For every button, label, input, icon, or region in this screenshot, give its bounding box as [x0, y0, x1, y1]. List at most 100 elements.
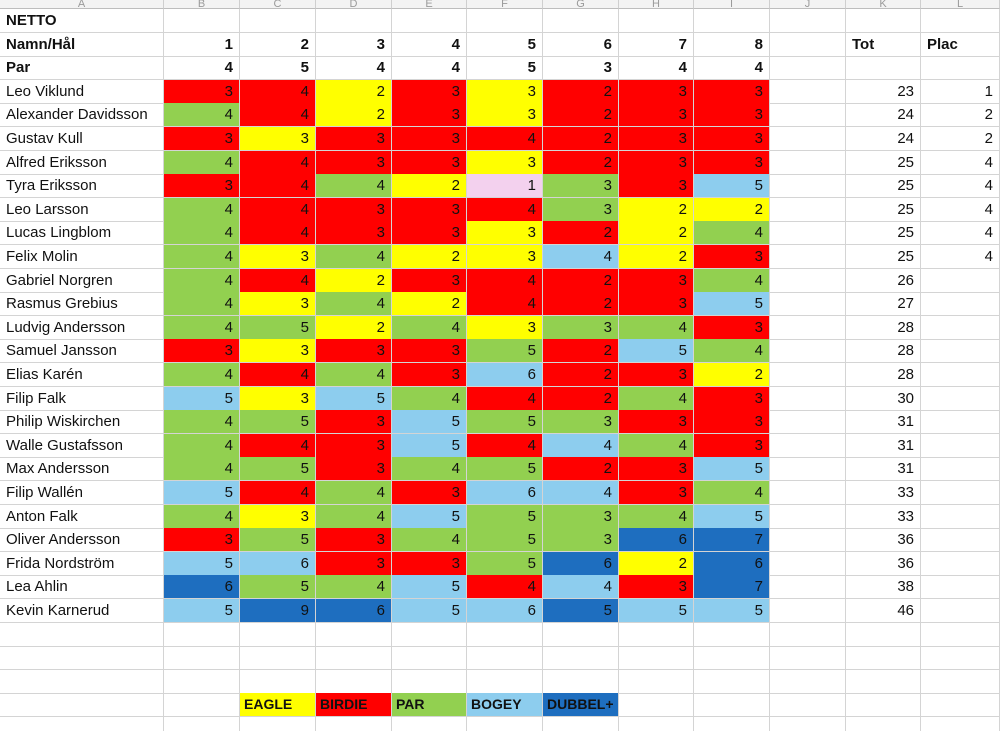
- placement-cell[interactable]: [921, 504, 1000, 529]
- score-cell[interactable]: 4: [240, 481, 316, 506]
- score-cell[interactable]: 4: [316, 292, 392, 317]
- empty-cell[interactable]: [467, 669, 543, 694]
- score-cell[interactable]: 4: [694, 268, 770, 293]
- placement-cell[interactable]: [921, 481, 1000, 506]
- score-cell[interactable]: 4: [392, 528, 467, 553]
- score-cell[interactable]: 2: [543, 386, 619, 411]
- score-cell[interactable]: 4: [240, 268, 316, 293]
- empty-cell[interactable]: [164, 622, 240, 647]
- score-cell[interactable]: 2: [392, 292, 467, 317]
- score-cell[interactable]: 2: [316, 103, 392, 128]
- score-cell[interactable]: 4: [467, 433, 543, 458]
- empty-cell[interactable]: [392, 622, 467, 647]
- total-cell[interactable]: 28: [846, 315, 921, 340]
- empty-cell[interactable]: [0, 669, 164, 694]
- score-cell[interactable]: 4: [240, 79, 316, 104]
- empty-cell[interactable]: [770, 575, 846, 600]
- score-cell[interactable]: 3: [543, 174, 619, 199]
- empty-cell[interactable]: [770, 339, 846, 364]
- score-cell[interactable]: 4: [164, 197, 240, 222]
- par-value-cell[interactable]: 4: [619, 56, 694, 81]
- score-cell[interactable]: 9: [240, 599, 316, 624]
- column-header-h[interactable]: H: [619, 0, 694, 9]
- column-header-b[interactable]: B: [164, 0, 240, 9]
- empty-cell[interactable]: [694, 669, 770, 694]
- score-cell[interactable]: 2: [316, 79, 392, 104]
- score-cell[interactable]: 3: [467, 315, 543, 340]
- header-label[interactable]: Namn/Hål: [0, 32, 164, 57]
- score-cell[interactable]: 3: [694, 433, 770, 458]
- score-cell[interactable]: 3: [619, 268, 694, 293]
- score-cell[interactable]: 2: [619, 197, 694, 222]
- score-cell[interactable]: 4: [694, 481, 770, 506]
- score-cell[interactable]: 6: [543, 551, 619, 576]
- placement-cell[interactable]: [921, 315, 1000, 340]
- player-name[interactable]: Filip Wallén: [0, 481, 164, 506]
- placement-cell[interactable]: [921, 386, 1000, 411]
- player-name[interactable]: Walle Gustafsson: [0, 433, 164, 458]
- score-cell[interactable]: 5: [619, 339, 694, 364]
- placement-cell[interactable]: 4: [921, 245, 1000, 270]
- score-cell[interactable]: 4: [240, 221, 316, 246]
- empty-cell[interactable]: [467, 717, 543, 731]
- score-cell[interactable]: 6: [240, 551, 316, 576]
- total-cell[interactable]: 28: [846, 339, 921, 364]
- placement-cell[interactable]: [921, 268, 1000, 293]
- score-cell[interactable]: 2: [543, 363, 619, 388]
- score-cell[interactable]: 3: [316, 150, 392, 175]
- legend-eagle[interactable]: EAGLE: [240, 693, 316, 718]
- empty-cell[interactable]: [240, 646, 316, 671]
- empty-cell[interactable]: [164, 669, 240, 694]
- score-cell[interactable]: 2: [392, 245, 467, 270]
- score-cell[interactable]: 4: [240, 174, 316, 199]
- score-cell[interactable]: 2: [694, 363, 770, 388]
- column-header-a[interactable]: A: [0, 0, 164, 9]
- empty-cell[interactable]: [164, 717, 240, 731]
- score-cell[interactable]: 5: [694, 504, 770, 529]
- empty-cell[interactable]: [0, 646, 164, 671]
- score-cell[interactable]: 1: [467, 174, 543, 199]
- empty-cell[interactable]: [316, 669, 392, 694]
- score-cell[interactable]: 3: [392, 221, 467, 246]
- empty-cell[interactable]: [921, 669, 1000, 694]
- player-name[interactable]: Kevin Karnerud: [0, 599, 164, 624]
- player-name[interactable]: Anton Falk: [0, 504, 164, 529]
- score-cell[interactable]: 3: [392, 551, 467, 576]
- score-cell[interactable]: 5: [467, 551, 543, 576]
- empty-cell[interactable]: [543, 669, 619, 694]
- empty-cell[interactable]: [240, 717, 316, 731]
- score-cell[interactable]: 3: [392, 339, 467, 364]
- score-cell[interactable]: 4: [164, 315, 240, 340]
- empty-cell[interactable]: [316, 622, 392, 647]
- par-value-cell[interactable]: 4: [694, 56, 770, 81]
- score-cell[interactable]: 4: [164, 363, 240, 388]
- score-cell[interactable]: 5: [694, 292, 770, 317]
- score-cell[interactable]: 3: [316, 339, 392, 364]
- score-cell[interactable]: 3: [392, 79, 467, 104]
- score-cell[interactable]: 5: [467, 339, 543, 364]
- total-cell[interactable]: 25: [846, 150, 921, 175]
- score-cell[interactable]: 3: [467, 221, 543, 246]
- empty-cell[interactable]: [921, 693, 1000, 718]
- hole-number-cell[interactable]: 3: [316, 32, 392, 57]
- hole-number-cell[interactable]: 5: [467, 32, 543, 57]
- empty-cell[interactable]: [543, 9, 619, 34]
- empty-cell[interactable]: [770, 599, 846, 624]
- player-name[interactable]: Leo Viklund: [0, 79, 164, 104]
- empty-cell[interactable]: [543, 646, 619, 671]
- placement-cell[interactable]: 2: [921, 103, 1000, 128]
- score-cell[interactable]: 3: [392, 150, 467, 175]
- player-name[interactable]: Oliver Andersson: [0, 528, 164, 553]
- empty-cell[interactable]: [619, 646, 694, 671]
- score-cell[interactable]: 3: [543, 410, 619, 435]
- score-cell[interactable]: 3: [543, 504, 619, 529]
- score-cell[interactable]: 2: [543, 268, 619, 293]
- empty-cell[interactable]: [164, 693, 240, 718]
- score-cell[interactable]: 4: [392, 457, 467, 482]
- player-name[interactable]: Lea Ahlin: [0, 575, 164, 600]
- total-cell[interactable]: 36: [846, 551, 921, 576]
- score-cell[interactable]: 3: [164, 174, 240, 199]
- column-header-k[interactable]: K: [846, 0, 921, 9]
- par-value-cell[interactable]: 4: [316, 56, 392, 81]
- empty-cell[interactable]: [770, 551, 846, 576]
